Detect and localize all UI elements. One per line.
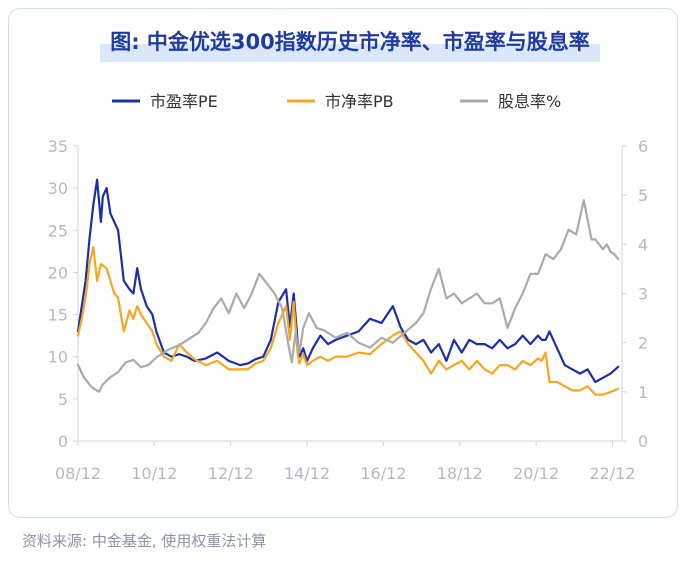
legend-label-1: 市净率PB <box>325 92 394 111</box>
left-tick-label: 25 <box>48 221 68 240</box>
series-line-2 <box>76 199 620 393</box>
series-line-1 <box>76 246 620 396</box>
right-tick-label: 2 <box>638 334 648 353</box>
x-tick-label: 10/12 <box>131 464 177 483</box>
left-tick-label: 15 <box>48 306 68 325</box>
right-tick-label: 6 <box>638 137 648 156</box>
chart-card <box>8 8 678 518</box>
left-tick-label: 0 <box>58 432 68 451</box>
right-tick-label: 4 <box>638 235 648 254</box>
right-tick-label: 1 <box>638 383 648 402</box>
series-line-0 <box>76 178 620 384</box>
legend-label-2: 股息率% <box>498 92 561 111</box>
x-tick-label: 08/12 <box>55 464 101 483</box>
right-tick-label: 0 <box>638 432 648 451</box>
left-tick-label: 10 <box>48 348 68 367</box>
source-note: 资料来源: 中金基金, 使用权重法计算 <box>22 532 267 550</box>
x-tick-label: 18/12 <box>437 464 483 483</box>
x-tick-label: 12/12 <box>208 464 254 483</box>
right-tick-label: 5 <box>638 186 648 205</box>
x-tick-label: 14/12 <box>284 464 330 483</box>
left-tick-label: 30 <box>48 179 68 198</box>
x-tick-label: 20/12 <box>513 464 559 483</box>
left-tick-label: 35 <box>48 137 68 156</box>
left-tick-label: 20 <box>48 263 68 282</box>
chart-title: 图: 中金优选300指数历史市净率、市盈率与股息率 <box>100 22 600 62</box>
legend-label-0: 市盈率PE <box>150 92 218 111</box>
right-tick-label: 3 <box>638 285 648 304</box>
x-tick-label: 16/12 <box>360 464 406 483</box>
x-tick-label: 22/12 <box>589 464 635 483</box>
left-tick-label: 5 <box>58 390 68 409</box>
